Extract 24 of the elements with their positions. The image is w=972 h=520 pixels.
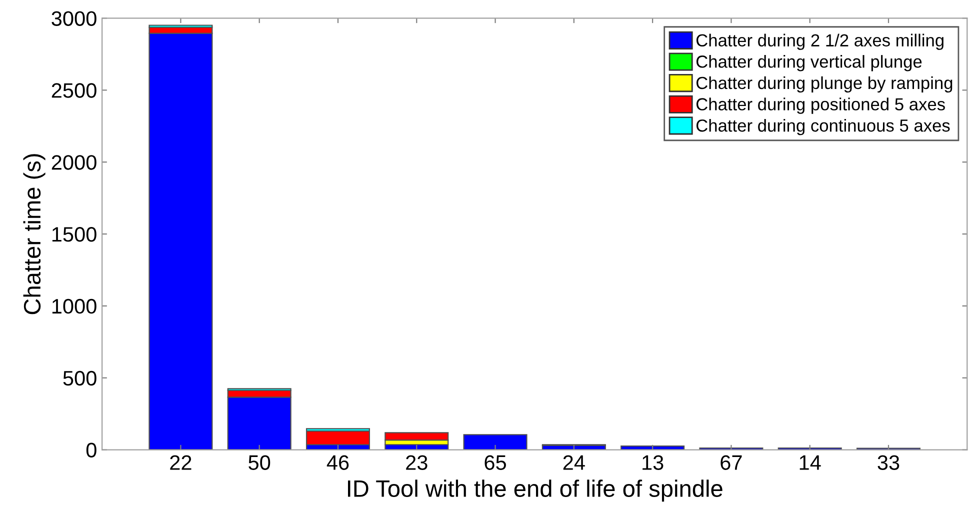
legend-label: Chatter during vertical plunge bbox=[696, 55, 922, 72]
x-tick-label: 24 bbox=[563, 455, 585, 470]
legend-label: Chatter during 2 1/2 axes milling bbox=[696, 34, 944, 50]
y-axis-title: Chatter time (s) bbox=[23, 154, 46, 314]
y-tick-label: 3000 bbox=[52, 11, 96, 26]
x-tick-label: 50 bbox=[248, 455, 270, 470]
x-tick-label: 67 bbox=[720, 455, 742, 470]
y-tick-label: 2000 bbox=[52, 155, 96, 170]
y-tick-label: 0 bbox=[86, 442, 96, 458]
legend-label: Chatter during plunge by ramping bbox=[696, 76, 952, 93]
y-tick-label: 1000 bbox=[52, 298, 96, 314]
x-tick-label: 14 bbox=[800, 455, 821, 470]
y-tick-label: 2500 bbox=[52, 83, 96, 98]
legend-label: Chatter during continuous 5 axes bbox=[696, 118, 950, 136]
x-axis-title: ID Tool with the end of life of spindle bbox=[348, 480, 722, 502]
x-tick-label: 65 bbox=[484, 455, 506, 470]
y-tick-label: 500 bbox=[63, 370, 96, 386]
y-tick-label: 1500 bbox=[52, 227, 96, 242]
x-tick-label: 22 bbox=[170, 455, 192, 470]
x-tick-label: 13 bbox=[642, 455, 664, 470]
x-tick-label: 46 bbox=[326, 455, 349, 470]
legend-label: Chatter during positioned 5 axes bbox=[696, 98, 945, 114]
x-tick-label: 23 bbox=[406, 455, 428, 470]
x-tick-label: 33 bbox=[878, 455, 900, 470]
